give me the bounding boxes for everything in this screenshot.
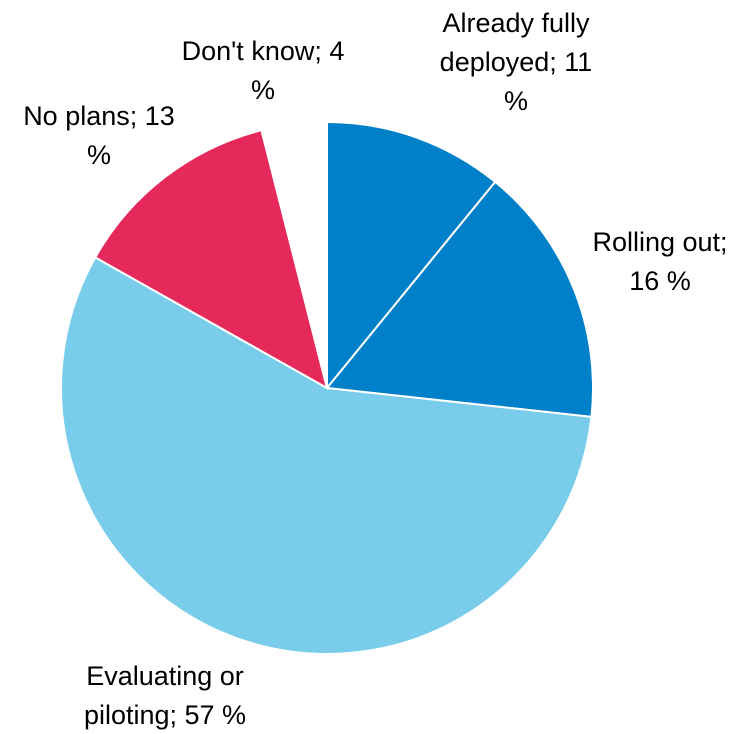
pie-label-don-t-know: Don't know; 4% xyxy=(182,36,345,105)
pie-label-line: deployed; 11 xyxy=(440,47,593,77)
pie-label-evaluating-or-piloting: Evaluating or piloting; 57 % xyxy=(84,661,246,730)
pie-label-line: Evaluating or xyxy=(86,661,244,691)
pie-slice-no-plans xyxy=(93,128,329,391)
pie-labels: Already fully deployed; 11 % Rolling out; 16… xyxy=(23,8,727,730)
pie-slice-don-t-know xyxy=(260,120,328,389)
pie-label-line: Already fully xyxy=(442,8,590,38)
pie-label-already-fully-deployed: Already fully deployed; 11% xyxy=(440,8,593,116)
pie-slice-already-fully-deployed xyxy=(326,120,497,391)
pie-slice-evaluating-or-piloting xyxy=(60,256,593,655)
pie-label-line: Rolling out; xyxy=(592,227,727,257)
pie-slices xyxy=(60,120,594,655)
pie-label-line: % xyxy=(87,140,111,170)
pie-label-line: % xyxy=(504,86,528,116)
pie-slice-rolling-out xyxy=(325,180,594,419)
pie-label-no-plans: No plans; 13% xyxy=(23,101,175,170)
pie-label-line: Don't know; 4 xyxy=(182,36,345,66)
pie-label-rolling-out: Rolling out; 16 % xyxy=(592,227,727,296)
pie-label-line: % xyxy=(251,75,275,105)
pie-label-line: No plans; 13 xyxy=(23,101,175,131)
pie-label-line: piloting; 57 % xyxy=(84,700,246,730)
pie-label-line: 16 % xyxy=(629,266,691,296)
